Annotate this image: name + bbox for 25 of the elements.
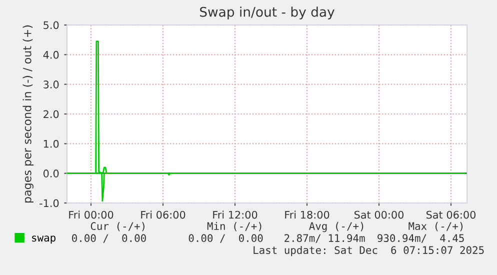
text: Last update: Sat Dec 6 07:15:07 2025 (254, 246, 484, 256)
x-tick-label: Fri 06:00 (141, 210, 186, 219)
text: Min (-/+) (207, 222, 262, 232)
y-tick-label: 0.0 (43, 170, 59, 178)
legend-label: swap (32, 236, 56, 244)
text: 0.00 / 0.00 (188, 234, 263, 243)
y-axis-title: pages per second in (-) / out (+) (22, 25, 34, 203)
y-tick-label: 5.0 (44, 21, 59, 30)
y-tick-label: 4.0 (43, 50, 59, 59)
y-tick-label: 2.0 (44, 110, 59, 118)
chart-title: Swap in/out - by day (200, 6, 334, 20)
x-tick-label: Fri 12:00 (213, 210, 258, 219)
text: 930.94m/ 4.45 (378, 234, 464, 243)
x-tick-label: Sat 00:00 (354, 210, 404, 219)
x-tick-label: Fri 00:00 (69, 210, 114, 219)
y-tick-label: -1.0 (40, 199, 59, 208)
y-tick-label: 3.0 (44, 80, 59, 88)
x-tick-label: Fri 18:00 (285, 210, 330, 219)
y-tick-label: 1.0 (44, 140, 59, 148)
text: Cur (-/+) (90, 222, 144, 232)
text: Avg (-/+) (309, 222, 364, 232)
text: Max (-/+) (408, 222, 463, 232)
x-tick-label: Sat 06:00 (426, 210, 476, 219)
text: 0.00 / 0.00 (72, 234, 146, 243)
text: 2.87m/ 11.94m (284, 234, 365, 243)
